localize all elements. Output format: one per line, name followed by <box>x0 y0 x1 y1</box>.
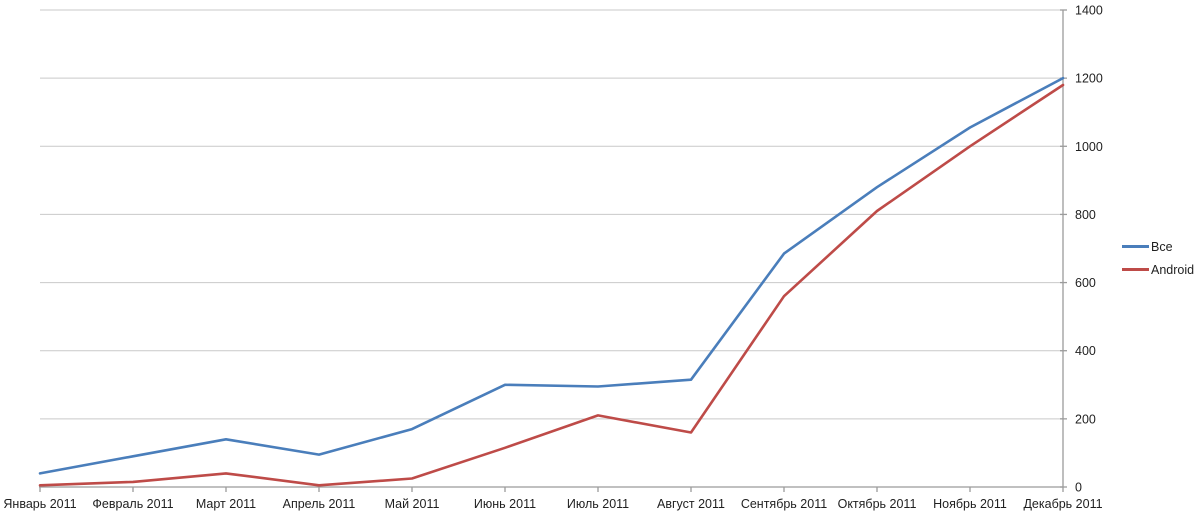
series-line-vse <box>38 76 1065 475</box>
legend-line-swatch-vse <box>1122 245 1149 248</box>
y-axis-tick-label: 400 <box>1075 344 1096 358</box>
legend: Все Android <box>1122 235 1194 281</box>
x-axis-tick-label: Февраль 2011 <box>92 497 173 511</box>
x-axis-tick-label: Август 2011 <box>657 497 725 511</box>
legend-label-android: Android <box>1151 262 1195 277</box>
y-axis-tick-label: 1200 <box>1075 72 1103 86</box>
x-axis-tick-label: Сентябрь 2011 <box>741 497 827 511</box>
x-axis-tick-label: Апрель 2011 <box>283 497 356 511</box>
x-axis-tick-label: Июль 2011 <box>567 497 629 511</box>
legend-line-swatch-android <box>1122 268 1149 271</box>
y-axis-tick-label: 200 <box>1075 412 1096 426</box>
legend-item-android: Android <box>1122 258 1194 281</box>
x-axis-tick-label: Июнь 2011 <box>474 497 536 511</box>
y-axis-tick-label: 0 <box>1075 481 1082 495</box>
x-axis-tick-label: Декабрь 2011 <box>1023 497 1102 511</box>
x-axis-tick-label: Март 2011 <box>196 497 256 511</box>
x-axis-tick-label: Ноябрь 2011 <box>933 497 1007 511</box>
y-axis-tick-label: 600 <box>1075 276 1096 290</box>
y-axis-tick-label: 1400 <box>1075 4 1103 18</box>
legend-label-vse: Все <box>1151 239 1173 254</box>
x-axis-tick-label: Январь 2011 <box>3 497 76 511</box>
y-axis-tick-label: 1000 <box>1075 140 1103 154</box>
y-axis-tick-label: 800 <box>1075 208 1096 222</box>
series-line-android <box>38 83 1065 487</box>
legend-item-vse: Все <box>1122 235 1194 258</box>
x-axis-tick-label: Октябрь 2011 <box>838 497 917 511</box>
x-axis-tick-label: Май 2011 <box>385 497 440 511</box>
